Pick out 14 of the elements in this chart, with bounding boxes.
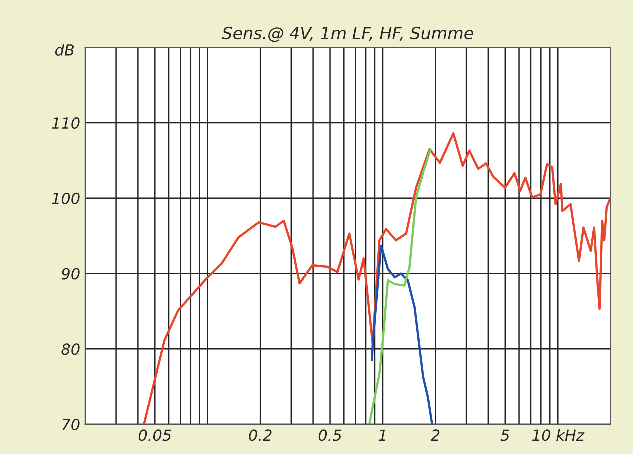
y-tick-label: 70 (62, 418, 80, 431)
x-tick-label: 0.2 (249, 430, 272, 442)
y-tick-label: 100 (52, 192, 80, 204)
x-tick-label: 10 kHz (532, 429, 585, 442)
y-axis-title: dB (55, 44, 74, 56)
chart-title: Sens.@ 4V, 1m LF, HF, Summe (222, 26, 474, 42)
x-tick-label: 0.5 (318, 430, 342, 442)
x-tick-label: 1 (378, 430, 386, 441)
x-tick-label: 2 (430, 430, 440, 441)
y-tick-label: 90 (62, 268, 80, 280)
x-tick-label: 5 (500, 430, 510, 442)
y-tick-label: 110 (52, 118, 80, 130)
x-tick-label: 0.05 (138, 430, 172, 442)
y-tick-label: 80 (62, 344, 80, 356)
